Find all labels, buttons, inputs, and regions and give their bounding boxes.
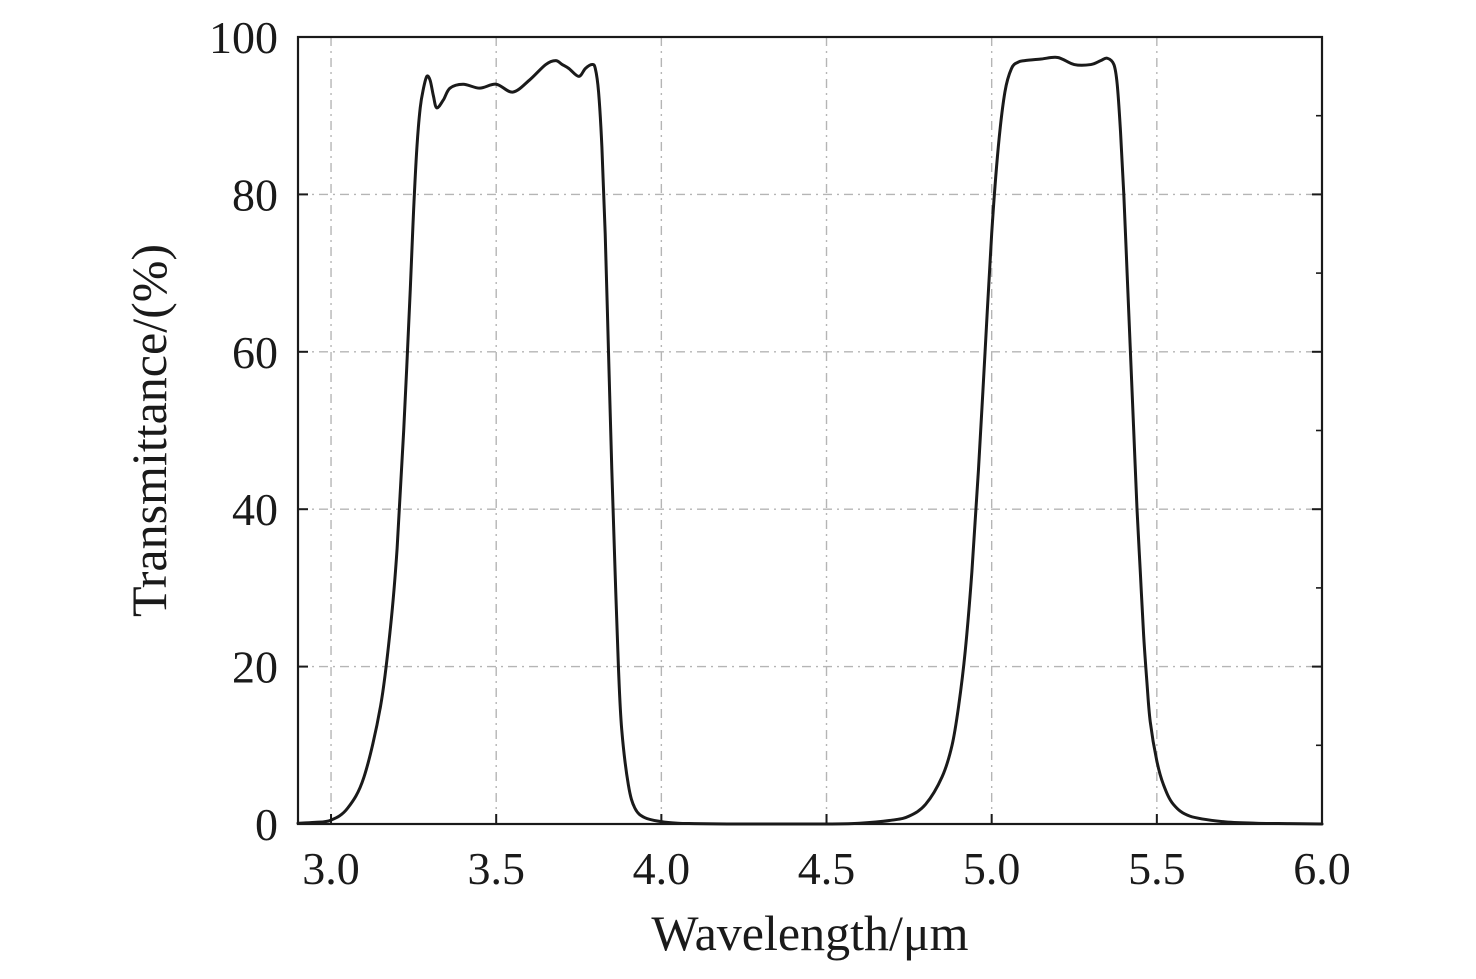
y-tick-label: 80 [232,169,278,220]
x-tick-label: 3.0 [302,843,360,894]
y-tick-label: 60 [232,327,278,378]
transmittance-line [296,55,1324,826]
axis-labels: Wavelength/μm Transmittance/(%) [121,244,969,961]
x-tick-label: 6.0 [1293,843,1351,894]
x-tick-label: 5.5 [1128,843,1186,894]
y-tick-label: 0 [255,799,278,850]
x-tick-label: 5.0 [963,843,1021,894]
y-tick-label: 40 [232,484,278,535]
y-tick-label: 100 [209,12,278,63]
x-tick-label: 4.5 [798,843,856,894]
x-tick-label: 4.0 [633,843,691,894]
y-tick-label: 20 [232,642,278,693]
y-axis-title: Transmittance/(%) [121,244,177,617]
plot-frame [296,35,1324,826]
axis-ticks: 3.0 3.5 4.0 4.5 5.0 5.5 6.0 0 20 40 60 80 100 [209,12,1351,894]
grid-lines [298,37,1322,824]
x-tick-label: 3.5 [467,843,525,894]
series-layer [296,55,1324,826]
x-axis-title: Wavelength/μm [651,905,968,961]
plot-border [296,35,1324,826]
